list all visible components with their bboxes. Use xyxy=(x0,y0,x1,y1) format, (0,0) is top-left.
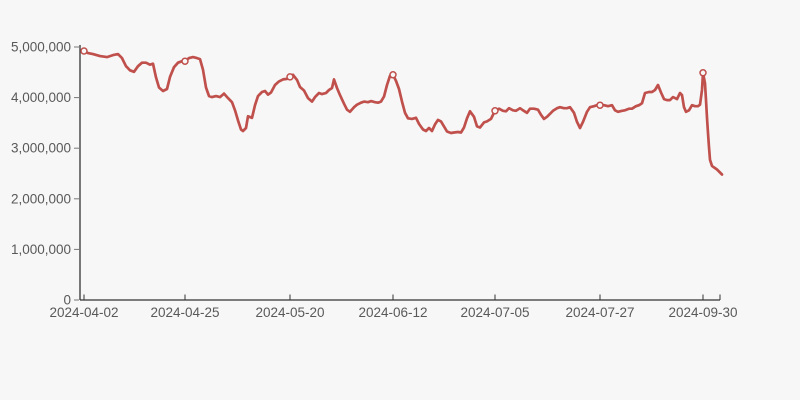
x-axis-tick-label: 2024-09-30 xyxy=(668,305,737,320)
data-point-marker xyxy=(181,57,189,65)
x-axis-tick-label: 2024-07-05 xyxy=(460,305,529,320)
y-axis-tick-label: 4,000,000 xyxy=(11,90,71,105)
data-point-marker xyxy=(286,73,294,81)
x-axis-tick-label: 2024-04-02 xyxy=(49,305,118,320)
data-point-marker xyxy=(699,69,707,77)
data-point-marker xyxy=(596,101,604,109)
y-axis-tick-label: 0 xyxy=(63,293,71,308)
x-axis-tick-label: 2024-06-12 xyxy=(358,305,427,320)
x-axis-tick-label: 2024-05-20 xyxy=(255,305,324,320)
x-axis-tick-label: 2024-07-27 xyxy=(565,305,634,320)
y-axis-tick-label: 2,000,000 xyxy=(11,191,71,206)
x-axis-tick-label: 2024-04-25 xyxy=(150,305,219,320)
y-axis-tick-label: 3,000,000 xyxy=(11,141,71,156)
data-point-marker xyxy=(389,71,397,79)
y-axis-tick-label: 5,000,000 xyxy=(11,40,71,55)
data-point-marker xyxy=(491,107,499,115)
y-axis-tick-label: 1,000,000 xyxy=(11,242,71,257)
data-point-marker xyxy=(80,47,88,55)
data-line xyxy=(82,49,724,176)
